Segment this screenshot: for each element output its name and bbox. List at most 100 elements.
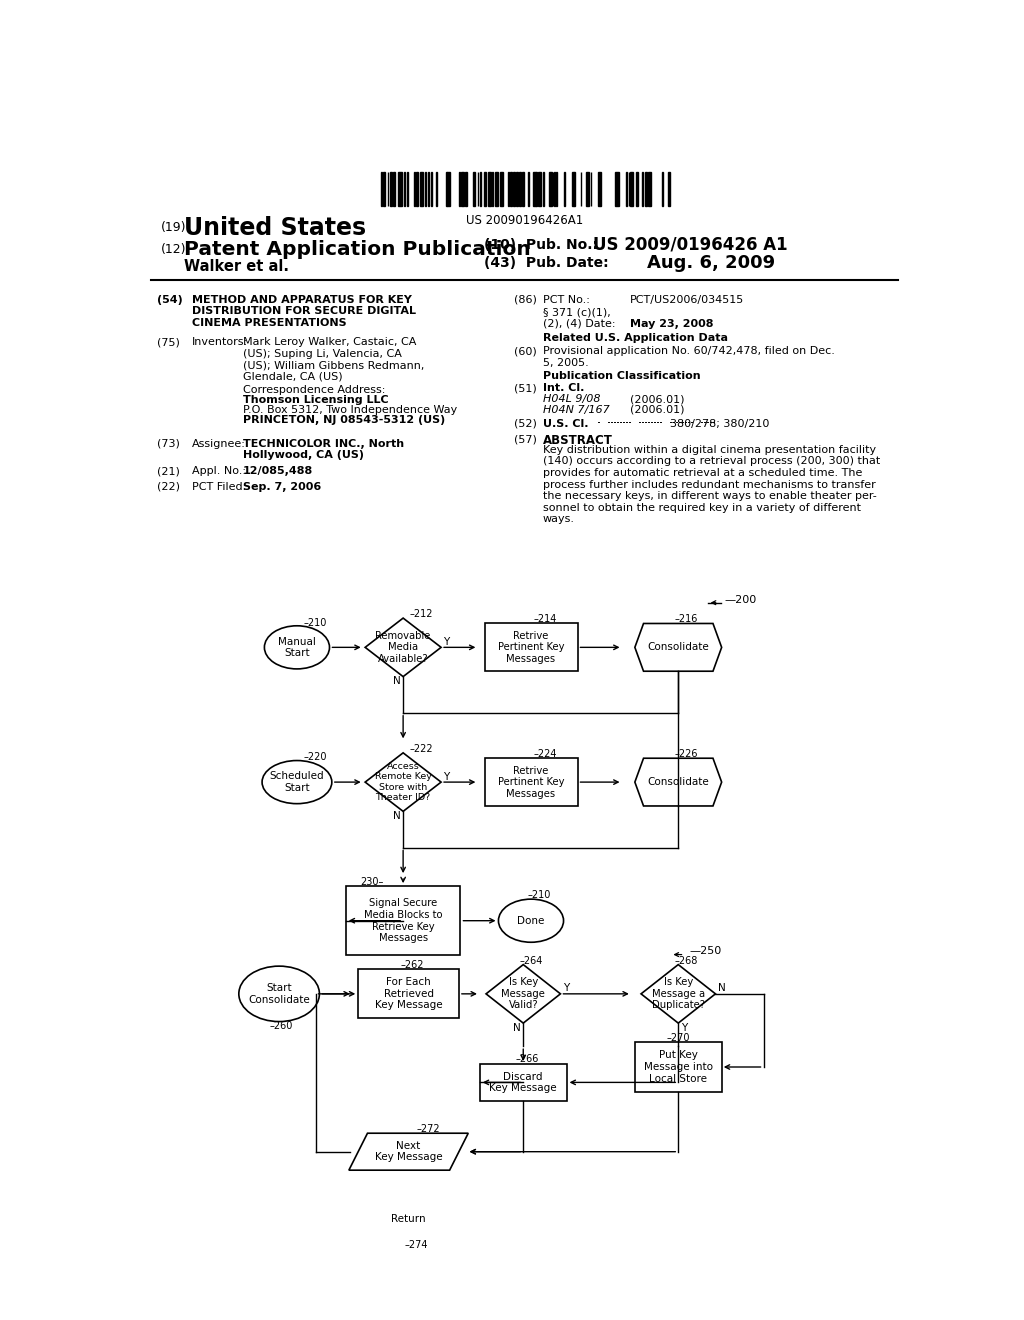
Text: (43)  Pub. Date:: (43) Pub. Date: [484,256,609,271]
Text: Retrive
Pertinent Key
Messages: Retrive Pertinent Key Messages [498,766,564,799]
Text: –216: –216 [675,614,697,624]
Text: —200: —200 [725,594,757,605]
Text: PCT/US2006/034515: PCT/US2006/034515 [630,294,744,305]
Text: 12/085,488: 12/085,488 [243,466,313,477]
Bar [538,172,541,206]
Text: ABSTRACT: ABSTRACT [543,434,612,447]
Text: –268: –268 [675,956,697,966]
Text: Inventors:: Inventors: [191,337,248,347]
Text: (73): (73) [158,438,180,449]
Bar [549,172,552,206]
Bar [420,172,423,206]
Bar [398,172,401,206]
Text: PCT No.:: PCT No.: [543,294,590,305]
Text: –226: –226 [675,748,698,759]
Bar [534,172,536,206]
Bar [521,172,524,206]
Text: PCT Filed:: PCT Filed: [191,482,246,492]
Text: Patent Application Publication: Patent Application Publication [183,240,530,259]
Bar [528,172,529,206]
Text: Done: Done [517,916,545,925]
Text: (22): (22) [158,482,180,492]
Text: –266: –266 [515,1055,539,1064]
Text: 380/278; 380/210: 380/278; 380/210 [671,418,770,429]
Bar [645,172,647,206]
Bar [480,172,481,206]
Text: (60): (60) [514,346,537,356]
Text: METHOD AND APPARATUS FOR KEY
DISTRIBUTION FOR SECURE DIGITAL
CINEMA PRESENTATION: METHOD AND APPARATUS FOR KEY DISTRIBUTIO… [191,294,416,327]
Text: Thomson Licensing LLC: Thomson Licensing LLC [243,395,388,405]
Bar [572,172,573,206]
Bar [390,172,392,206]
Bar [425,172,426,206]
Bar [508,172,509,206]
Text: (86): (86) [514,294,537,305]
Text: –270: –270 [667,1032,690,1043]
Text: (19): (19) [161,222,186,234]
Bar [495,172,498,206]
Text: Next
Key Message: Next Key Message [375,1140,442,1163]
Bar [403,172,406,206]
Text: (57): (57) [514,434,537,444]
Bar [484,623,578,671]
Text: Removable
Media
Available?: Removable Media Available? [376,631,431,664]
Text: (21): (21) [158,466,180,477]
Bar [669,172,670,206]
Text: Put Key
Message into
Local Store: Put Key Message into Local Store [644,1051,713,1084]
Text: For Each
Retrieved
Key Message: For Each Retrieved Key Message [375,977,442,1010]
Text: Consolidate: Consolidate [647,643,710,652]
Bar [480,1064,566,1101]
Text: –272: –272 [417,1123,440,1134]
Text: —250: —250 [690,946,722,957]
Text: H04L 9/08: H04L 9/08 [543,395,600,404]
Bar [648,172,651,206]
Text: May 23, 2008: May 23, 2008 [630,318,714,329]
Ellipse shape [378,1199,439,1241]
Bar [500,172,503,206]
Text: Appl. No.:: Appl. No.: [191,466,246,477]
Text: –260: –260 [270,1022,293,1031]
Bar [487,172,490,206]
Text: –210: –210 [527,890,551,900]
Text: Correspondence Address:: Correspondence Address: [243,385,385,395]
Text: –264: –264 [519,956,543,966]
Text: Provisional application No. 60/742,478, filed on Dec.
5, 2005.: Provisional application No. 60/742,478, … [543,346,835,368]
Text: –212: –212 [410,610,433,619]
Text: Return: Return [391,1214,426,1225]
Text: Discard
Key Message: Discard Key Message [489,1072,557,1093]
Text: Manual
Start: Manual Start [278,636,315,659]
Text: N: N [718,983,726,994]
Text: Sep. 7, 2006: Sep. 7, 2006 [243,482,321,492]
Text: (54): (54) [158,294,183,305]
Polygon shape [486,965,560,1023]
Text: –214: –214 [534,614,557,624]
Text: Start
Consolidate: Start Consolidate [248,983,310,1005]
Bar [630,172,633,206]
Text: Y: Y [443,772,450,781]
Text: Is Key
Message
Valid?: Is Key Message Valid? [502,977,545,1010]
Text: (2006.01): (2006.01) [630,405,685,414]
Bar [510,172,512,206]
Text: N: N [393,676,400,686]
Text: Is Key
Message a
Duplicate?: Is Key Message a Duplicate? [651,977,705,1010]
Text: –220: –220 [303,752,327,763]
Text: 230–: 230– [360,878,384,887]
Bar [393,172,395,206]
Ellipse shape [499,899,563,942]
Text: Int. Cl.: Int. Cl. [543,383,584,393]
Text: (2), (4) Date:: (2), (4) Date: [543,318,615,329]
Bar [416,172,418,206]
Text: Y: Y [563,983,569,994]
Bar [428,172,429,206]
Polygon shape [366,618,441,677]
Bar [461,172,464,206]
Bar [513,172,515,206]
Text: Consolidate: Consolidate [647,777,710,787]
Text: –262: –262 [400,960,424,970]
Bar [483,172,486,206]
Bar [473,172,475,206]
Text: –224: –224 [534,748,557,759]
Text: P.O. Box 5312, Two Independence Way: P.O. Box 5312, Two Independence Way [243,405,457,414]
Bar [635,1043,722,1092]
Text: (51): (51) [514,383,537,393]
